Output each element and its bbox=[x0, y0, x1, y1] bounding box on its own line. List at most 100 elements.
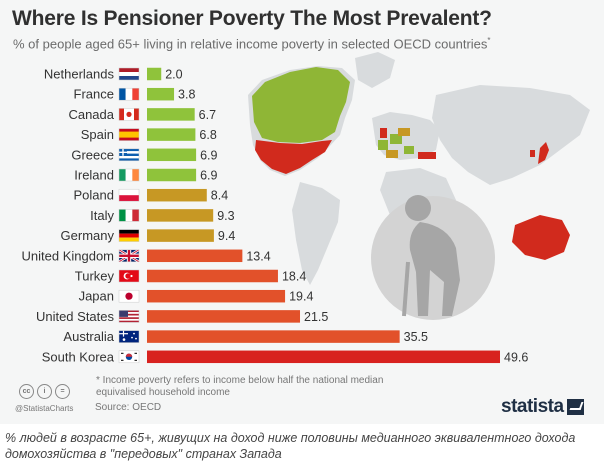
value-label-italy: 9.3 bbox=[217, 209, 234, 223]
flag-poland-icon bbox=[118, 188, 140, 202]
subtitle-footnote-marker: * bbox=[487, 36, 491, 45]
map-usa-highlight bbox=[255, 140, 332, 174]
bar-row-japan: Japan 19.4 bbox=[79, 289, 314, 304]
bar-canada bbox=[147, 108, 195, 121]
map-land-south-america bbox=[292, 182, 340, 285]
category-label-spain: Spain bbox=[81, 127, 114, 142]
map-japan-highlight bbox=[538, 142, 549, 164]
chart-canvas: Netherlands 2.0 France 3.8 Canada 6.7 Spain 6.8… bbox=[22, 52, 590, 365]
category-label-united-kingdom: United Kingdom bbox=[22, 248, 115, 263]
bar-italy bbox=[147, 209, 214, 222]
bar-row-united-states: United States 21.5 bbox=[36, 309, 328, 324]
image-caption: % людей в возрасте 65+, живущих на доход… bbox=[5, 431, 576, 461]
chart-subtitle: % of people aged 65+ living in relative … bbox=[13, 36, 491, 51]
bar-turkey bbox=[147, 269, 278, 283]
bar-germany bbox=[147, 229, 214, 242]
credit-handle: @StatistaCharts bbox=[15, 404, 74, 413]
value-label-turkey: 18.4 bbox=[282, 270, 306, 284]
bar-row-canada: Canada 6.7 bbox=[68, 107, 216, 122]
category-label-united-states: United States bbox=[36, 309, 115, 324]
subtitle-text: % of people aged 65+ living in relative … bbox=[13, 36, 488, 52]
flag-south-korea-icon bbox=[118, 350, 140, 364]
category-label-germany: Germany bbox=[61, 228, 115, 243]
map-korea-highlight bbox=[530, 150, 535, 157]
bar-row-ireland: Ireland 6.9 bbox=[74, 168, 217, 183]
flag-australia-icon bbox=[118, 330, 140, 343]
bar-row-netherlands: Netherlands 2.0 bbox=[44, 67, 183, 82]
statista-logo-mark-icon bbox=[566, 399, 584, 415]
value-label-france: 3.8 bbox=[178, 88, 195, 102]
map-land-asia bbox=[432, 85, 590, 185]
value-label-poland: 8.4 bbox=[211, 189, 228, 203]
statista-logo-text: statista bbox=[501, 396, 564, 417]
bar-poland bbox=[147, 188, 207, 202]
infographic-card: Where Is Pensioner Poverty The Most Prev… bbox=[0, 0, 604, 424]
map-europe-green-2 bbox=[390, 134, 402, 144]
flag-japan-icon bbox=[118, 289, 140, 303]
world-map-illustration bbox=[248, 52, 590, 285]
license-icons: cc i = bbox=[19, 384, 70, 399]
source-note: Source: OECD bbox=[95, 402, 162, 413]
bar-row-spain: Spain 6.8 bbox=[81, 127, 217, 142]
bar-united-kingdom bbox=[147, 249, 243, 263]
flag-greece-icon bbox=[118, 148, 140, 162]
flag-france-icon bbox=[118, 87, 140, 101]
bars-layer: Netherlands 2.0 France 3.8 Canada 6.7 Spain 6.8… bbox=[22, 67, 529, 365]
map-europe-green-3 bbox=[404, 146, 414, 154]
value-label-canada: 6.7 bbox=[199, 108, 216, 122]
bar-ireland bbox=[147, 168, 197, 182]
flag-italy-icon bbox=[118, 209, 140, 222]
flag-turkey-icon bbox=[118, 269, 140, 283]
category-label-ireland: Ireland bbox=[74, 168, 114, 183]
map-canada-highlight bbox=[252, 67, 350, 143]
flag-united-kingdom-icon bbox=[118, 248, 140, 263]
value-label-netherlands: 2.0 bbox=[165, 68, 182, 82]
category-label-turkey: Turkey bbox=[75, 269, 115, 284]
bar-japan bbox=[147, 289, 286, 303]
flag-germany-icon bbox=[118, 229, 140, 242]
category-label-south-korea: South Korea bbox=[42, 349, 115, 364]
flag-netherlands-icon bbox=[118, 67, 140, 81]
creative-commons-icon: cc bbox=[19, 384, 34, 399]
category-label-italy: Italy bbox=[90, 208, 114, 223]
category-label-canada: Canada bbox=[68, 107, 114, 122]
bar-row-greece: Greece 6.9 bbox=[71, 147, 217, 162]
statista-logo[interactable]: statista bbox=[501, 396, 584, 418]
attribution-icon: i bbox=[37, 384, 52, 399]
map-europe-orange-1 bbox=[386, 150, 398, 158]
category-label-netherlands: Netherlands bbox=[44, 67, 115, 82]
bar-row-poland: Poland 8.4 bbox=[74, 188, 229, 203]
bar-netherlands bbox=[147, 67, 162, 81]
bar-spain bbox=[147, 128, 196, 141]
no-derivatives-icon: = bbox=[55, 384, 70, 399]
value-label-australia: 35.5 bbox=[404, 330, 428, 344]
value-label-united-states: 21.5 bbox=[304, 310, 328, 324]
flag-united-states-icon bbox=[118, 310, 140, 323]
map-turkey-highlight bbox=[418, 152, 436, 159]
bar-row-france: France 3.8 bbox=[74, 87, 196, 102]
flag-ireland-icon bbox=[118, 168, 140, 182]
bar-row-italy: Italy 9.3 bbox=[90, 208, 234, 223]
category-label-france: France bbox=[74, 87, 114, 102]
map-europe-orange-2 bbox=[398, 128, 410, 136]
value-label-spain: 6.8 bbox=[199, 128, 216, 142]
figure-body bbox=[409, 222, 460, 316]
bar-row-turkey: Turkey 18.4 bbox=[75, 269, 307, 284]
value-label-germany: 9.4 bbox=[218, 229, 235, 243]
map-land-greenland bbox=[355, 52, 395, 88]
category-label-japan: Japan bbox=[79, 289, 114, 304]
value-label-greece: 6.9 bbox=[200, 148, 217, 162]
elderly-person-illustration bbox=[371, 195, 495, 320]
category-label-greece: Greece bbox=[71, 147, 114, 162]
figure-head bbox=[405, 195, 431, 221]
bar-row-south-korea: South Korea 49.6 bbox=[42, 349, 529, 364]
bar-australia bbox=[147, 330, 400, 343]
value-label-ireland: 6.9 bbox=[200, 169, 217, 183]
map-australia-highlight bbox=[512, 215, 570, 260]
category-label-australia: Australia bbox=[63, 329, 114, 344]
flag-spain-icon bbox=[118, 128, 140, 141]
category-label-poland: Poland bbox=[74, 188, 114, 203]
map-europe-red-uk bbox=[380, 128, 387, 138]
bar-row-australia: Australia 35.5 bbox=[63, 329, 428, 344]
bar-south-korea bbox=[147, 350, 500, 364]
